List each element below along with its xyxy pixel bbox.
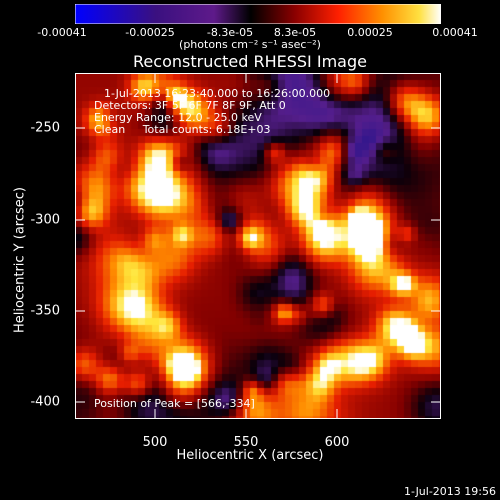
- y-tick: -350: [30, 303, 60, 319]
- colorbar-tick: 8.3e-05: [273, 26, 317, 39]
- colorbar-tick: -0.00025: [125, 26, 175, 39]
- info-line-detectors: Detectors: 3F 5F 6F 7F 8F 9F, Att 0: [94, 99, 286, 112]
- colorbar-units: (photons cm⁻² s⁻¹ asec⁻²): [179, 38, 321, 51]
- info-line-energy: Energy Range: 12.0 - 25.0 keV: [94, 111, 262, 124]
- x-tick: 600: [324, 435, 350, 450]
- y-tick: -400: [30, 394, 60, 410]
- x-tick: 550: [233, 435, 259, 450]
- colorbar-tick: 0.00025: [347, 26, 393, 39]
- plot-frame: [75, 73, 441, 419]
- colorbar-tick: 0.00041: [432, 26, 478, 39]
- x-axis-label: Heliocentric X (arcsec): [176, 448, 324, 463]
- info-line-time: 1-Jul-2013 16:23:40.000 to 16:26:00.000: [104, 87, 331, 100]
- x-tick: 500: [142, 435, 168, 450]
- colorbar-tick: -0.00041: [37, 26, 87, 39]
- colorbar: [75, 4, 441, 24]
- timestamp: 1-Jul-2013 19:56: [403, 485, 496, 498]
- y-tick: -250: [30, 120, 60, 136]
- plot-title: Reconstructed RHESSI Image: [133, 52, 367, 71]
- rhessi-image: [75, 73, 441, 419]
- y-tick: -300: [30, 212, 60, 228]
- info-line-counts: Clean Total counts: 6.18E+03: [94, 123, 271, 136]
- y-axis-label: Heliocentric Y (arcsec): [12, 187, 28, 333]
- info-peak-position: Position of Peak = [566,-334]: [94, 397, 255, 410]
- colorbar-tick: -8.3e-05: [206, 26, 254, 39]
- rhessi-image-canvas: [75, 73, 441, 419]
